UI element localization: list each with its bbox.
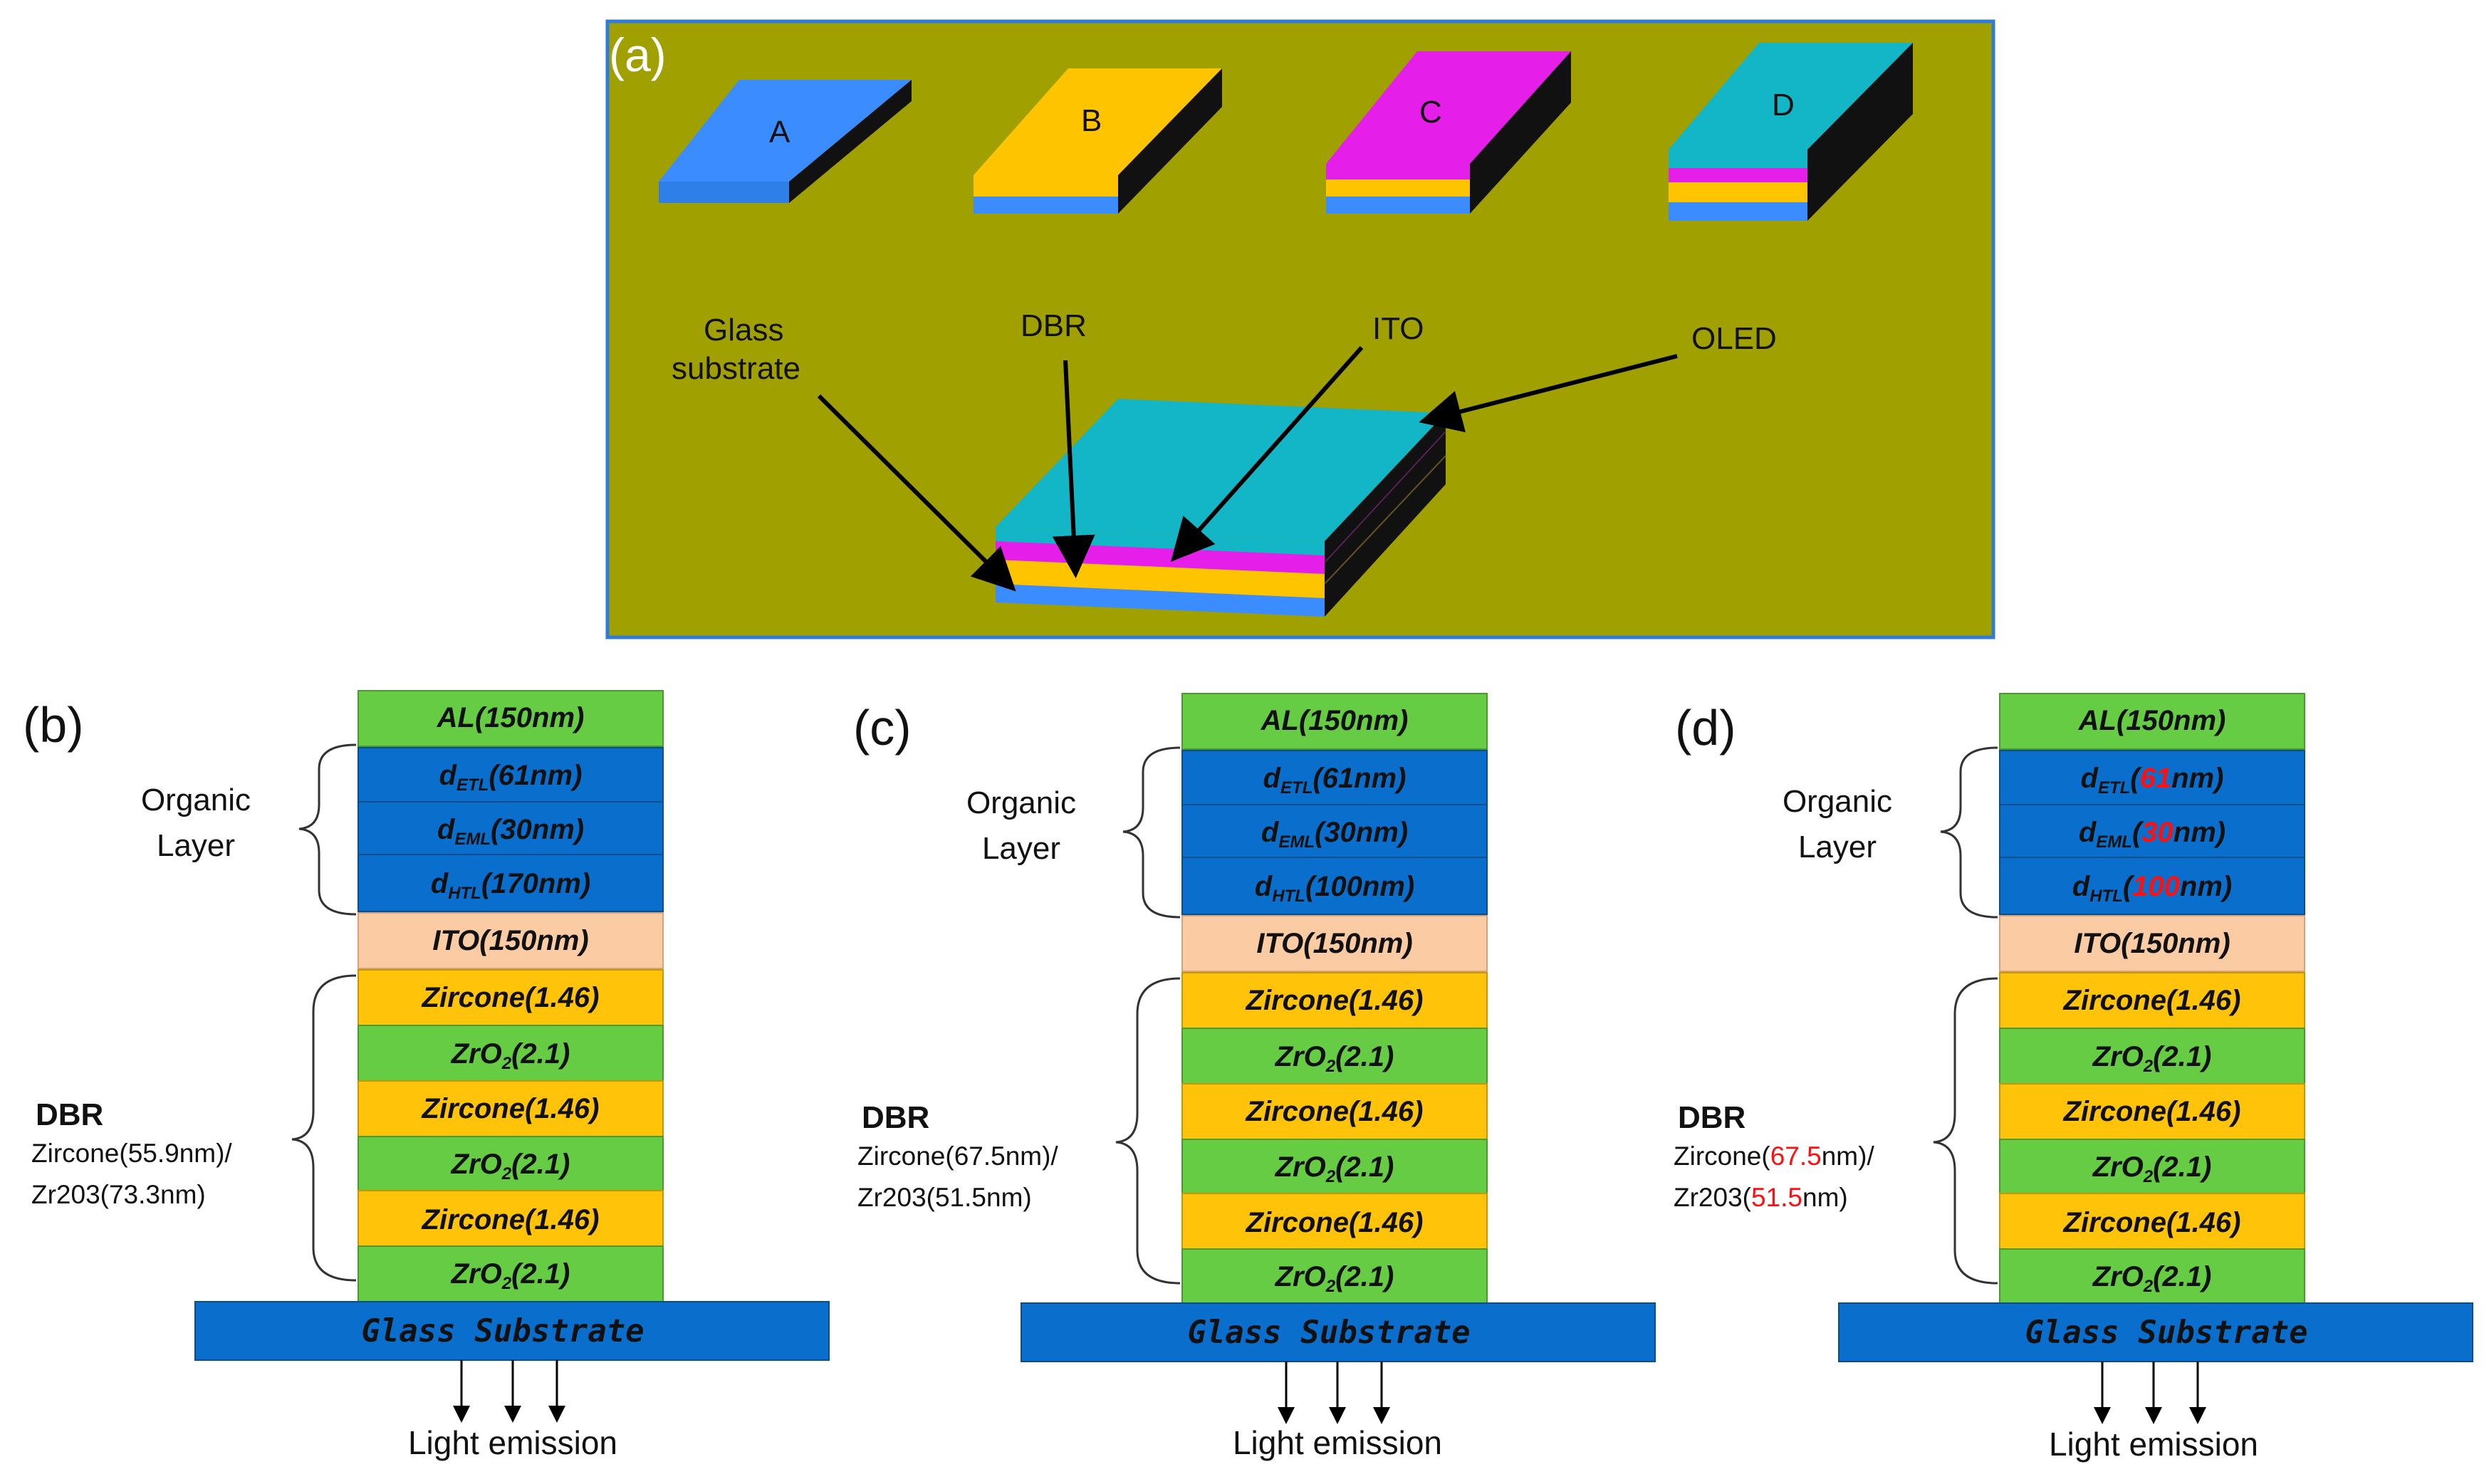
panel-a: (a) A B C — [607, 21, 1993, 637]
dbr-title: DBR — [36, 1097, 103, 1132]
light-emission-label: Light emission — [408, 1424, 617, 1461]
layer-zircone-3-label: Zircone(1.46) — [2063, 1207, 2241, 1238]
d-symbol: d — [431, 868, 449, 899]
dbr-zr2o3-highlight: 51.5 — [1751, 1183, 1802, 1212]
panel-c: (c) AL(150nm) dETL(61nm) dEML(30nm) dHTL… — [853, 694, 1655, 1461]
htl-value: (170nm) — [481, 868, 590, 899]
layer-al-label: AL(150nm) — [2078, 705, 2226, 736]
layer-zircone-3-label: Zircone(1.46) — [422, 1204, 600, 1235]
etl-value: (61nm) — [489, 760, 582, 791]
layer-zircone-1-label: Zircone(1.46) — [1246, 985, 1424, 1016]
etl-sub: ETL — [456, 775, 489, 795]
dbr-line-2: Zr203(51.5nm) — [1674, 1183, 1848, 1212]
organic-label-2: Layer — [982, 831, 1060, 866]
organic-brace — [1123, 748, 1180, 917]
glass-substrate-text: Glass Substrate — [361, 1313, 644, 1349]
light-emission-label: Light emission — [1233, 1424, 1442, 1461]
dbr-title: DBR — [862, 1100, 929, 1135]
panel-c-letter: (c) — [853, 700, 912, 756]
organic-label-2: Layer — [1798, 830, 1877, 864]
device-d-label: D — [1772, 88, 1795, 122]
organic-brace — [1941, 748, 1998, 917]
organic-brace — [299, 745, 356, 914]
panel-d-letter: (d) — [1675, 700, 1736, 756]
panel-b-letter: (b) — [23, 697, 84, 753]
organic-label-1: Organic — [1783, 784, 1892, 819]
dbr-brace — [1934, 978, 1998, 1283]
panel-d: (d) AL(150nm) dETL(61nm) dEML(30nm) dHTL… — [1674, 694, 2473, 1463]
dbr-title: DBR — [1678, 1100, 1745, 1135]
eml-sub: EML — [454, 830, 491, 849]
panel-a-letter: (a) — [609, 28, 667, 81]
eml-value-highlight: 30 — [2141, 817, 2174, 848]
device-a-label: A — [769, 115, 790, 150]
layer-zircone-2-label: Zircone(1.46) — [422, 1093, 600, 1124]
glass-substrate-text: Glass Substrate — [2025, 1315, 2307, 1351]
organic-label-1: Organic — [141, 783, 251, 817]
organic-label-2: Layer — [157, 828, 235, 863]
layer-zircone-1-label: Zircone(1.46) — [2063, 985, 2241, 1016]
htl-sub: HTL — [448, 884, 481, 903]
layer-ito-label: ITO(150nm) — [432, 925, 588, 956]
oled-label: OLED — [1691, 321, 1777, 356]
layer-ito-label: ITO(150nm) — [1256, 928, 1412, 959]
dbr-zircone-highlight: 67.5 — [1770, 1141, 1822, 1171]
glass-substrate-label-1: Glass — [704, 313, 783, 348]
figure: (a) A B C — [0, 0, 2484, 1484]
dbr-line-1: Zircone(67.5nm)/ — [1674, 1141, 1874, 1171]
d-symbol: d — [439, 760, 458, 791]
d-symbol: d — [437, 814, 456, 845]
etl-value-highlight: 61 — [2140, 763, 2172, 794]
htl-value-highlight: 100 — [2132, 871, 2180, 902]
dbr-brace — [1116, 978, 1180, 1283]
dbr-line-1: Zircone(67.5nm)/ — [857, 1141, 1058, 1171]
layer-al-label: AL(150nm) — [437, 702, 585, 733]
glass-substrate-label-2: substrate — [672, 351, 800, 386]
dbr-line-1: Zircone(55.9nm)/ — [31, 1139, 232, 1168]
layer-zircone-2-label: Zircone(1.46) — [1246, 1096, 1424, 1127]
dbr-label: DBR — [1021, 308, 1087, 343]
device-b-label: B — [1081, 103, 1102, 138]
light-emission-label: Light emission — [2049, 1426, 2258, 1463]
ito-label: ITO — [1372, 311, 1424, 346]
dbr-line-2: Zr203(51.5nm) — [857, 1183, 1032, 1212]
layer-ito-label: ITO(150nm) — [2074, 928, 2230, 959]
organic-label-1: Organic — [966, 785, 1076, 820]
panel-b: (b) AL(150nm) dETL(61nm) dEML(30nm) dHTL… — [23, 691, 829, 1461]
layer-zircone-3-label: Zircone(1.46) — [1246, 1207, 1424, 1238]
device-c-label: C — [1419, 95, 1442, 130]
layer-zircone-1-label: Zircone(1.46) — [422, 982, 600, 1013]
layer-al-label: AL(150nm) — [1261, 705, 1409, 736]
dbr-brace — [292, 976, 356, 1280]
dbr-line-2: Zr203(73.3nm) — [31, 1180, 206, 1209]
eml-value: (30nm) — [491, 814, 584, 845]
layer-zircone-2-label: Zircone(1.46) — [2063, 1096, 2241, 1127]
glass-substrate-text: Glass Substrate — [1187, 1315, 1470, 1351]
